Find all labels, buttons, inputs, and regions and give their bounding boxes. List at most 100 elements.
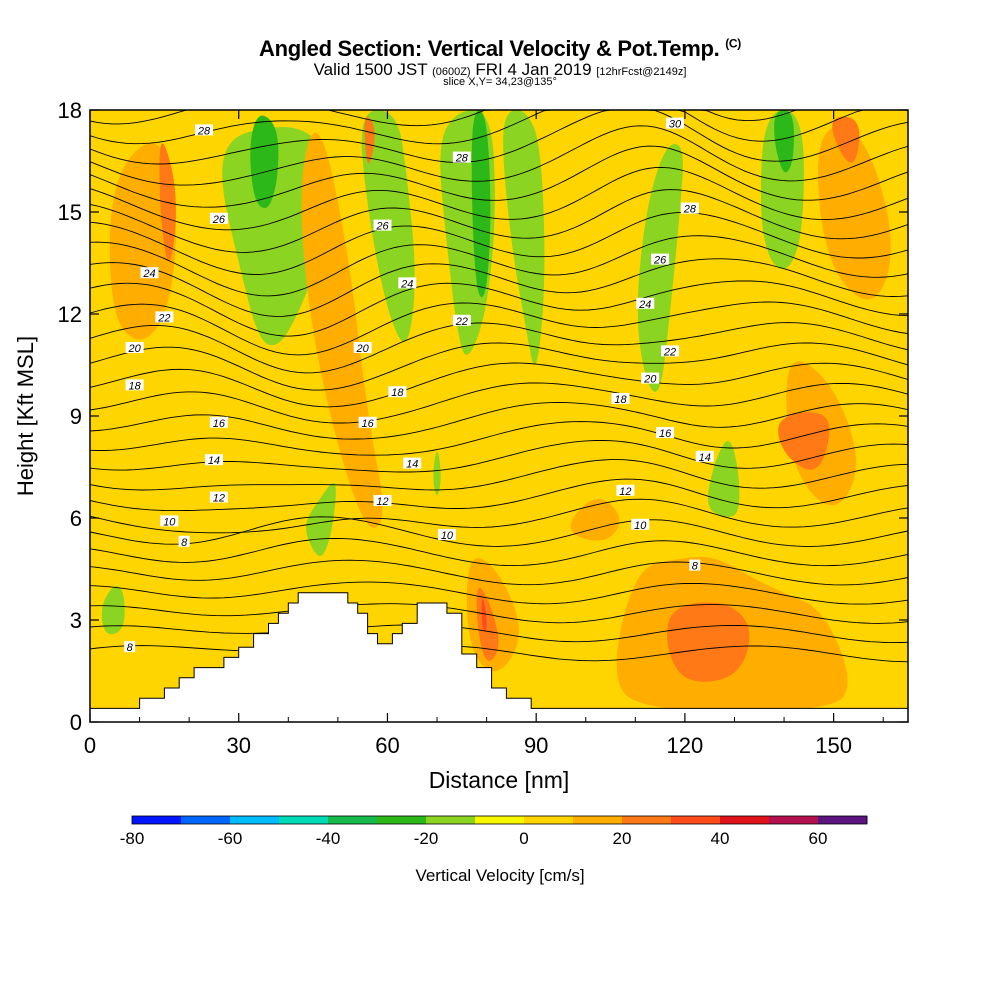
theta-contour xyxy=(89,498,909,534)
velocity-region xyxy=(637,144,683,392)
theta-label-bg xyxy=(398,277,417,289)
theta-label: 20 xyxy=(641,372,660,386)
theta-label-text: 10 xyxy=(163,516,176,528)
theta-label-bg xyxy=(140,267,159,279)
theta-label: 26 xyxy=(209,212,228,226)
theta-label: 18 xyxy=(388,386,407,399)
theta-label: 16 xyxy=(656,427,675,440)
theta-label: 28 xyxy=(452,151,471,165)
theta-label: 26 xyxy=(651,253,670,267)
colorbar-segment xyxy=(230,816,280,824)
theta-contour xyxy=(89,362,909,408)
theta-contour xyxy=(89,516,909,547)
colorbar-segment xyxy=(377,816,427,824)
colorbar-tick-label: -60 xyxy=(218,829,243,848)
theta-label-text: 24 xyxy=(142,268,155,280)
velocity-region xyxy=(471,110,491,297)
theta-label-bg xyxy=(178,535,190,547)
velocity-region xyxy=(301,132,383,528)
velocity-region xyxy=(481,599,487,632)
theta-contour xyxy=(89,109,908,145)
theta-label: 20 xyxy=(125,342,144,355)
theta-label-bg xyxy=(611,393,630,404)
colorbar-tick-label: 40 xyxy=(711,829,730,848)
velocity-region xyxy=(832,116,860,163)
theta-label: 18 xyxy=(611,393,630,406)
axes: 0 30 60 90 120 150 0 3 6 9 12 15 18 Distance [nm] Heig… xyxy=(13,98,909,793)
theta-label-bg xyxy=(373,219,392,231)
theta-contour xyxy=(89,322,909,374)
theta-label: 24 xyxy=(140,267,159,280)
theta-label-text: 22 xyxy=(663,346,676,358)
theta-label: 12 xyxy=(616,484,635,498)
theta-label: 14 xyxy=(204,454,223,467)
theta-label: 24 xyxy=(398,277,417,290)
plot-area: 8 8 8 10 10 10 12 12 12 14 14 14 16 16 16 18 18 18 20 20 20 2… xyxy=(89,109,909,723)
theta-label-bg xyxy=(204,454,223,466)
y-tick-label: 0 xyxy=(70,710,82,735)
x-tick-label: 0 xyxy=(84,733,96,758)
theta-label-text: 14 xyxy=(406,459,418,471)
theta-label: 22 xyxy=(452,314,471,328)
theta-label-text: 16 xyxy=(361,418,374,430)
theta-label: 26 xyxy=(373,219,392,233)
theta-contour xyxy=(89,212,909,275)
theta-label-text: 22 xyxy=(157,312,170,324)
theta-label-text: 12 xyxy=(376,496,388,508)
colorbar-segment xyxy=(279,816,329,824)
valid-utc: (0600Z) xyxy=(432,66,471,78)
y-tick-label: 18 xyxy=(58,98,82,123)
theta-label-bg xyxy=(631,518,650,530)
theta-label-text: 20 xyxy=(127,343,141,355)
theta-label-text: 26 xyxy=(375,221,389,233)
velocity-region xyxy=(109,142,176,340)
theta-contour xyxy=(89,280,909,337)
y-tick-label: 12 xyxy=(58,302,82,327)
theta-label-text: 30 xyxy=(669,119,682,131)
theta-label: 12 xyxy=(373,495,392,508)
valid-time: Valid 1500 JST xyxy=(313,60,428,79)
theta-label-text: 10 xyxy=(634,520,647,532)
theta-label: 8 xyxy=(178,535,190,549)
theta-label-bg xyxy=(656,427,675,438)
theta-label-bg xyxy=(636,297,655,309)
velocity-region xyxy=(306,482,336,557)
theta-label-bg xyxy=(616,484,635,496)
slice-info: slice X,Y= 34,23@135° xyxy=(443,76,557,88)
x-tick-label: 30 xyxy=(226,733,250,758)
theta-contour xyxy=(89,125,909,186)
velocity-region xyxy=(708,441,740,517)
theta-label-text: 12 xyxy=(619,486,631,498)
colorbar-tick-label: -40 xyxy=(316,829,341,848)
colorbar-segment xyxy=(769,816,819,824)
x-axis-label: Distance [nm] xyxy=(429,767,570,793)
theta-label: 16 xyxy=(358,416,377,430)
theta-label-bg xyxy=(388,386,407,398)
theta-contour xyxy=(89,478,909,512)
theta-contour xyxy=(89,459,909,491)
theta-label-bg xyxy=(124,641,136,653)
theta-label: 10 xyxy=(437,529,456,542)
theta-contour xyxy=(89,421,909,456)
y-tick-label: 9 xyxy=(70,404,82,429)
theta-label-bg xyxy=(651,253,670,265)
theta-label: 18 xyxy=(125,379,144,392)
colorbar-segment xyxy=(720,816,770,824)
theta-label-text: 26 xyxy=(653,255,667,267)
theta-label: 14 xyxy=(695,450,714,464)
theta-label: 8 xyxy=(124,641,136,654)
theta-contour xyxy=(89,559,909,586)
theta-label-text: 8 xyxy=(692,561,699,573)
colorbar-frame xyxy=(131,815,868,825)
theta-label-text: 20 xyxy=(356,343,370,355)
theta-label: 12 xyxy=(209,491,228,505)
theta-label-bg xyxy=(437,529,456,540)
y-axis-label: Height [Kft MSL] xyxy=(13,336,38,496)
x-tick-label: 120 xyxy=(667,733,704,758)
theta-label-bg xyxy=(155,311,174,323)
theta-label-bg xyxy=(452,314,471,326)
theta-label: 28 xyxy=(680,202,699,216)
theta-label-bg xyxy=(160,515,179,527)
colorbar-tick-label: 60 xyxy=(809,829,828,848)
forecast-info: [12hrFcst@2149z] xyxy=(596,66,687,78)
